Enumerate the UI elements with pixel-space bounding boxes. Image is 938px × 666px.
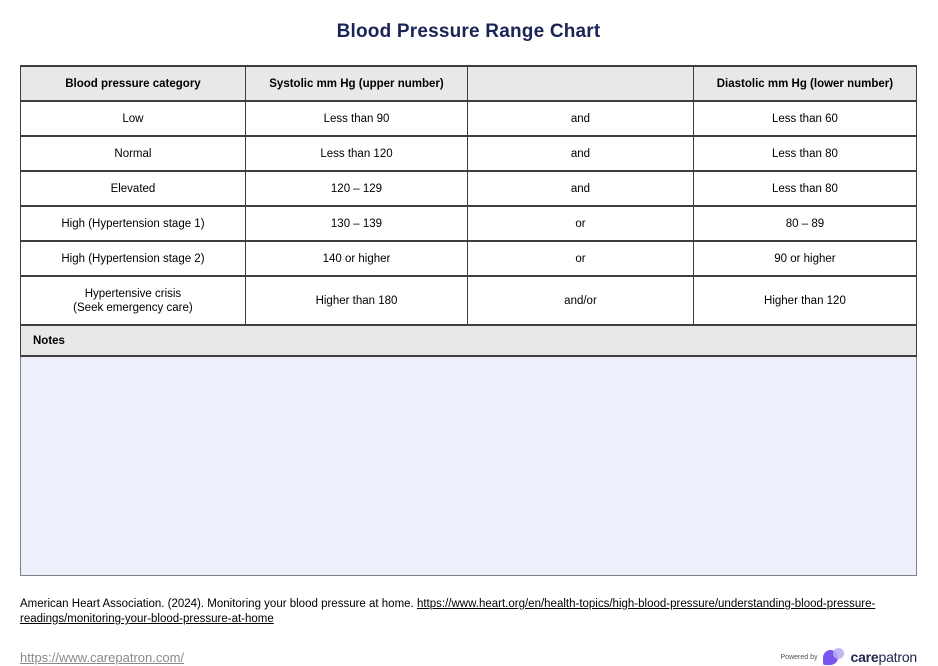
notes-label: Notes [33, 334, 65, 347]
cell-diastolic: Higher than 120 [692, 275, 918, 326]
cell-systolic: Less than 120 [244, 135, 469, 172]
citation-text: American Heart Association. (2024). Moni… [20, 598, 417, 610]
table-row: Hypertensive crisis (Seek emergency care… [20, 275, 918, 326]
table-header-row: Blood pressure category Systolic mm Hg (… [20, 65, 918, 102]
cell-category: High (Hypertension stage 1) [20, 205, 246, 242]
carepatron-wordmark: carepatron [850, 649, 917, 665]
table-row: High (Hypertension stage 2) 140 or highe… [20, 240, 918, 277]
notes-input-area [20, 357, 917, 576]
blood-pressure-table: Blood pressure category Systolic mm Hg (… [20, 65, 918, 326]
carepatron-site-link[interactable]: https://www.carepatron.com/ [20, 649, 185, 665]
cell-systolic: 130 – 139 [244, 205, 469, 242]
cell-systolic: Higher than 180 [244, 275, 469, 326]
cell-connector: and [467, 135, 694, 172]
citation-link[interactable]: https://www.heart.org/en/health-topics/h… [20, 598, 876, 625]
cell-systolic: 140 or higher [244, 240, 469, 277]
cell-diastolic: Less than 80 [692, 170, 918, 207]
cell-category: High (Hypertension stage 2) [20, 240, 246, 277]
cell-systolic: 120 – 129 [244, 170, 469, 207]
cell-diastolic: Less than 80 [692, 135, 918, 172]
table-row: Normal Less than 120 and Less than 80 [20, 135, 918, 172]
header-diastolic: Diastolic mm Hg (lower number) [692, 65, 918, 102]
cell-connector: and/or [467, 275, 694, 326]
cell-connector: or [467, 240, 694, 277]
cell-category: Normal [20, 135, 246, 172]
cell-systolic: Less than 90 [244, 100, 469, 137]
cell-category: Hypertensive crisis (Seek emergency care… [20, 275, 246, 326]
category-line-2: (Seek emergency care) [73, 301, 193, 314]
cell-connector: and [467, 100, 694, 137]
page-title: Blood Pressure Range Chart [336, 21, 601, 42]
header-systolic: Systolic mm Hg (upper number) [244, 65, 469, 102]
cell-category: Elevated [20, 170, 246, 207]
cell-diastolic: Less than 60 [692, 100, 918, 137]
citation: American Heart Association. (2024). Moni… [20, 597, 917, 627]
header-category: Blood pressure category [20, 65, 246, 102]
table-row: High (Hypertension stage 1) 130 – 139 or… [20, 205, 918, 242]
cell-diastolic: 80 – 89 [692, 205, 918, 242]
category-line-1: Hypertensive crisis [84, 287, 182, 300]
cell-connector: or [467, 205, 694, 242]
cell-diastolic: 90 or higher [692, 240, 918, 277]
table-row: Elevated 120 – 129 and Less than 80 [20, 170, 918, 207]
notes-section-header: Notes [20, 326, 917, 357]
header-connector [467, 65, 694, 102]
powered-by-carepatron[interactable]: Powered by carepatron [781, 648, 917, 666]
carepatron-logo-icon [823, 648, 845, 666]
cell-category: Low [20, 100, 246, 137]
powered-by-label: Powered by [780, 653, 818, 661]
table-row: Low Less than 90 and Less than 60 [20, 100, 918, 137]
footer: https://www.carepatron.com/ Powered by c… [20, 648, 917, 666]
cell-connector: and [467, 170, 694, 207]
